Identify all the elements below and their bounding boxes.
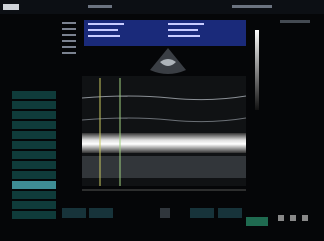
bottom-button[interactable] [218,208,242,218]
measurement-line [168,29,198,31]
m-mode-bright-band [82,133,246,153]
bottom-button[interactable] [89,208,113,218]
measurement-line [168,23,204,25]
measurement-line [168,35,200,37]
bottom-button[interactable] [246,217,268,226]
top-info [88,5,112,8]
bottom-button[interactable] [160,208,170,218]
sidebar-button-selected[interactable] [12,181,56,189]
page [0,0,324,241]
sidebar-button[interactable] [12,141,56,149]
param [62,46,76,48]
top-bar [0,0,324,14]
measurement-line [88,23,124,25]
icon[interactable] [278,215,284,221]
param [62,52,76,54]
sidebar-button[interactable] [12,101,56,109]
measurement-line [88,29,118,31]
param [62,22,76,24]
top-info [232,5,272,8]
bottom-button[interactable] [62,208,86,218]
sidebar-button[interactable] [12,121,56,129]
sidebar-button[interactable] [12,211,56,219]
sidebar-button[interactable] [12,171,56,179]
m-mode-speckle [82,156,246,178]
icon[interactable] [290,215,296,221]
sidebar-button[interactable] [12,191,56,199]
ultrasound-screen [0,0,324,241]
right-info [280,20,310,23]
param [62,40,76,42]
sidebar-button[interactable] [12,131,56,139]
bottom-button[interactable] [190,208,214,218]
sidebar-button[interactable] [12,151,56,159]
grayscale-bar [255,30,259,110]
icon[interactable] [302,215,308,221]
param [62,34,76,36]
param [62,28,76,30]
sidebar-button[interactable] [12,161,56,169]
sidebar-button[interactable] [12,111,56,119]
sidebar-button[interactable] [12,201,56,209]
measurement-line [88,35,120,37]
sidebar-button[interactable] [12,91,56,99]
logo [3,4,19,10]
